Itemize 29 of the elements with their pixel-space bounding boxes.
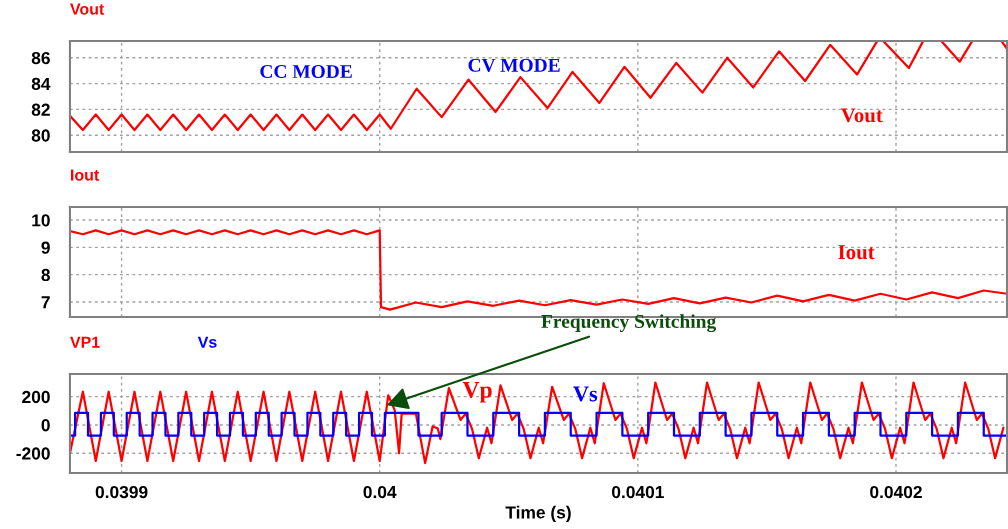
y-tick-label: 84 [31, 77, 51, 91]
text: Iout [71, 169, 100, 181]
text: Vout [70, 3, 105, 15]
line-series [69, 229, 1007, 311]
x-tick-label: 0.0401 [611, 485, 664, 499]
annotation: Vout [840, 108, 883, 123]
y-tick-label: 7 [41, 296, 50, 309]
text: VP1 [70, 336, 100, 348]
x-tick-label: 0.04 [363, 485, 397, 499]
x-tick-label: 0.0402 [870, 485, 922, 499]
y-tick-label: 200 [22, 390, 50, 404]
annotation: CV MODE [468, 58, 560, 72]
annotation: Vp [462, 382, 492, 403]
y-tick-label: 10 [32, 214, 50, 227]
y-tick-label: -200 [16, 447, 50, 460]
y-tick-label: 82 [31, 103, 50, 116]
annotation: Vs [573, 386, 598, 402]
y-tick-label: 8 [41, 268, 50, 282]
annotation: CC MODE [260, 64, 352, 79]
annotation: Iout [838, 245, 875, 260]
y-tick-label: 80 [31, 129, 50, 142]
x-axis-title: Time (s) [505, 505, 571, 523]
y-tick-label: 86 [31, 51, 50, 65]
y-tick-label: 9 [41, 241, 50, 254]
line-series [69, 381, 1005, 465]
x-tick-label: 0.0399 [95, 485, 148, 499]
annotation: Frequency Switching [541, 314, 717, 333]
y-tick-label: 0 [41, 419, 50, 432]
text: Vs [197, 336, 217, 348]
